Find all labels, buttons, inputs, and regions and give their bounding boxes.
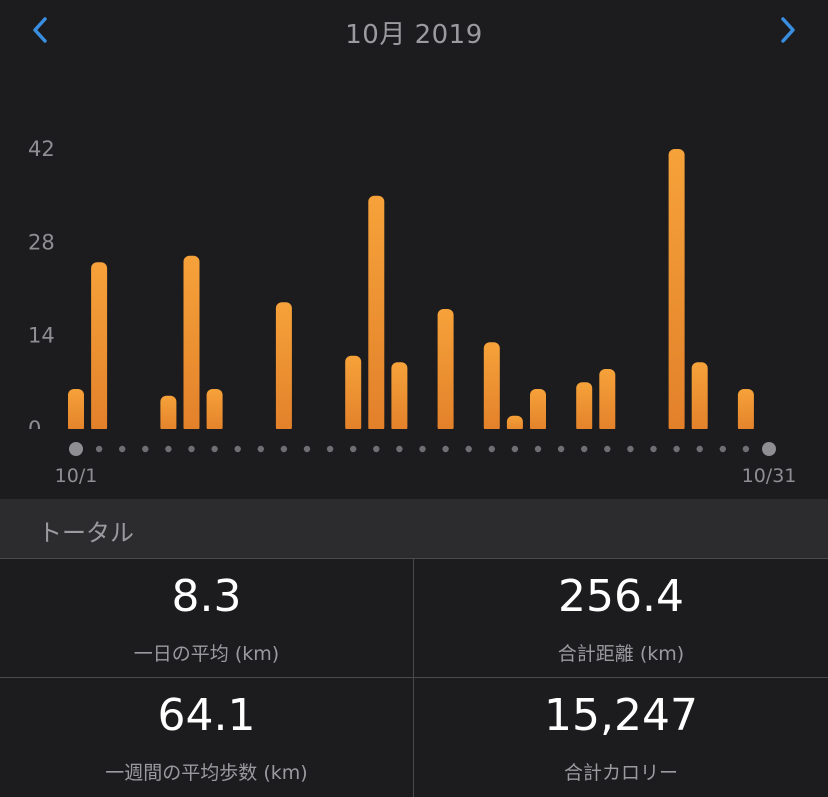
next-month-button[interactable]: [770, 12, 806, 48]
bar-10/17[interactable]: [437, 309, 454, 433]
bar-10/28[interactable]: [691, 362, 708, 433]
day-dot-10/17: [442, 445, 449, 453]
day-dot-10/23: [581, 445, 588, 453]
stats-grid: 8.3 一日の平均 (km) 256.4 合計距離 (km) 64.1 一週間の…: [0, 559, 828, 797]
day-dot-10/18: [465, 445, 472, 453]
bar-10/6[interactable]: [183, 255, 200, 433]
x-start-label: 10/1: [55, 465, 98, 487]
stat-value: 64.1: [157, 690, 256, 741]
day-dot-10/16: [419, 445, 426, 453]
day-dot-10/2: [95, 445, 103, 453]
day-dot-10/20: [511, 445, 519, 453]
bar-10/21[interactable]: [530, 389, 546, 433]
day-dot-10/25: [627, 445, 634, 453]
day-dot-10/31: [762, 442, 776, 456]
day-dot-10/9: [257, 445, 264, 453]
day-dot-10/13: [350, 445, 357, 453]
chevron-right-icon: [781, 17, 795, 43]
stat-label: 一週間の平均歩数 (km): [105, 762, 308, 784]
bar-10/13[interactable]: [345, 355, 362, 433]
stat-value: 256.4: [558, 571, 684, 622]
stat-total-distance: 256.4 合計距離 (km): [414, 559, 828, 678]
bar-10/14[interactable]: [368, 195, 385, 433]
bar-10/5[interactable]: [160, 395, 177, 433]
section-title: トータル: [38, 519, 134, 547]
day-dot-10/30: [742, 445, 750, 453]
bar-10/7[interactable]: [206, 389, 223, 433]
day-dot-10/7: [211, 445, 218, 453]
day-dot-10/8: [234, 445, 241, 453]
day-dot-10/29: [719, 445, 726, 453]
day-dot-10/28: [696, 445, 703, 453]
y-tick-label-14: 14: [28, 324, 55, 348]
bar-10/23[interactable]: [576, 382, 593, 433]
bar-10/19[interactable]: [483, 342, 500, 433]
month-title: 10月 2019: [345, 20, 483, 50]
day-dot-10/12: [326, 445, 334, 453]
stat-label: 一日の平均 (km): [133, 643, 280, 665]
x-end-label: 10/31: [742, 465, 797, 487]
y-tick-label-28: 28: [28, 230, 55, 254]
bar-10/2[interactable]: [91, 262, 108, 433]
chart-baseline-mask: [0, 429, 828, 441]
bar-10/1[interactable]: [68, 389, 84, 433]
stat-daily-average: 8.3 一日の平均 (km): [0, 559, 414, 678]
bar-10/27[interactable]: [668, 149, 685, 433]
day-dot-10/3: [119, 445, 126, 453]
day-dot-10/5: [165, 445, 172, 453]
stat-weekly-average: 64.1 一週間の平均歩数 (km): [0, 678, 414, 797]
day-dot-10/26: [650, 445, 657, 453]
month-header: 10月 2019: [0, 0, 828, 64]
day-dot-10/21: [534, 445, 542, 453]
totals-section-header: トータル: [0, 499, 828, 559]
bar-10/20[interactable]: [506, 415, 523, 433]
day-dot-10/4: [142, 445, 149, 453]
day-dot-10/11: [303, 445, 311, 453]
bar-10/24[interactable]: [599, 369, 616, 433]
previous-month-button[interactable]: [22, 12, 58, 48]
day-dot-10/27: [673, 445, 680, 453]
stat-total-calories: 15,247 合計カロリー: [414, 678, 828, 797]
day-dot-10/1: [69, 442, 83, 456]
day-dot-10/22: [557, 445, 565, 453]
bar-10/30[interactable]: [737, 389, 754, 433]
day-dot-10/10: [280, 445, 288, 453]
chevron-left-icon: [33, 17, 47, 43]
stat-value: 8.3: [171, 571, 242, 622]
y-tick-label-42: 42: [28, 137, 55, 161]
day-dot-10/15: [396, 445, 403, 453]
day-dot-10/19: [488, 445, 495, 453]
bar-10/10[interactable]: [275, 302, 292, 433]
stat-value: 15,247: [544, 690, 698, 741]
day-dot-10/14: [373, 445, 380, 453]
daily-distance-chart: 014284210/110/31: [0, 137, 828, 487]
day-dot-10/24: [604, 445, 611, 453]
stat-label: 合計距離 (km): [557, 643, 685, 665]
bar-10/15[interactable]: [391, 362, 408, 433]
day-dot-10/6: [188, 445, 195, 453]
stat-label: 合計カロリー: [563, 762, 678, 784]
